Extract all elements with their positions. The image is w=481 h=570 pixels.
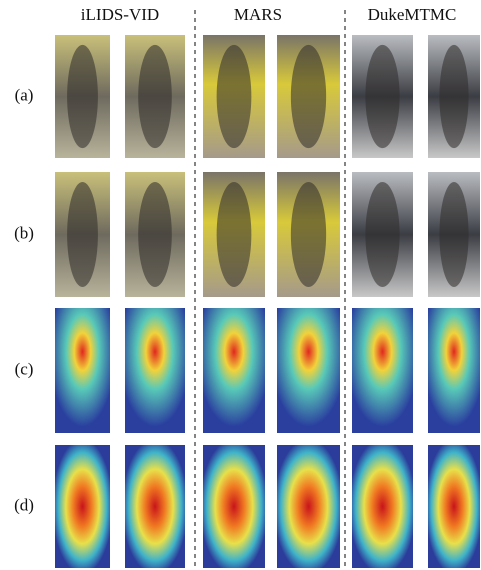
figure: iLIDS-VID MARS DukeMTMC (a) (b) (c) (d) [0,0,481,570]
image [428,445,480,568]
person-silhouette [217,45,252,148]
row-label: (a) [15,85,34,104]
image [428,308,480,433]
row-label: (d) [14,495,34,514]
column-header: DukeMTMC [368,5,457,24]
person-silhouette [138,182,172,287]
person-silhouette [365,182,399,287]
image [277,308,340,433]
person-silhouette [439,45,468,148]
image [203,308,265,433]
person-silhouette [67,182,98,287]
column-header: MARS [234,5,282,24]
person-silhouette [291,182,326,287]
person-silhouette [138,45,172,148]
person-silhouette [67,45,98,148]
column-header: iLIDS-VID [81,5,159,24]
image [352,445,413,568]
image [55,445,110,568]
image [203,445,265,568]
image [125,308,185,433]
image [352,308,413,433]
image [125,445,185,568]
person-silhouette [439,182,468,287]
image [277,445,340,568]
row-label: (b) [14,223,34,242]
person-silhouette [365,45,399,148]
person-silhouette [291,45,326,148]
person-silhouette [217,182,252,287]
image [55,308,110,433]
row-label: (c) [15,359,34,378]
